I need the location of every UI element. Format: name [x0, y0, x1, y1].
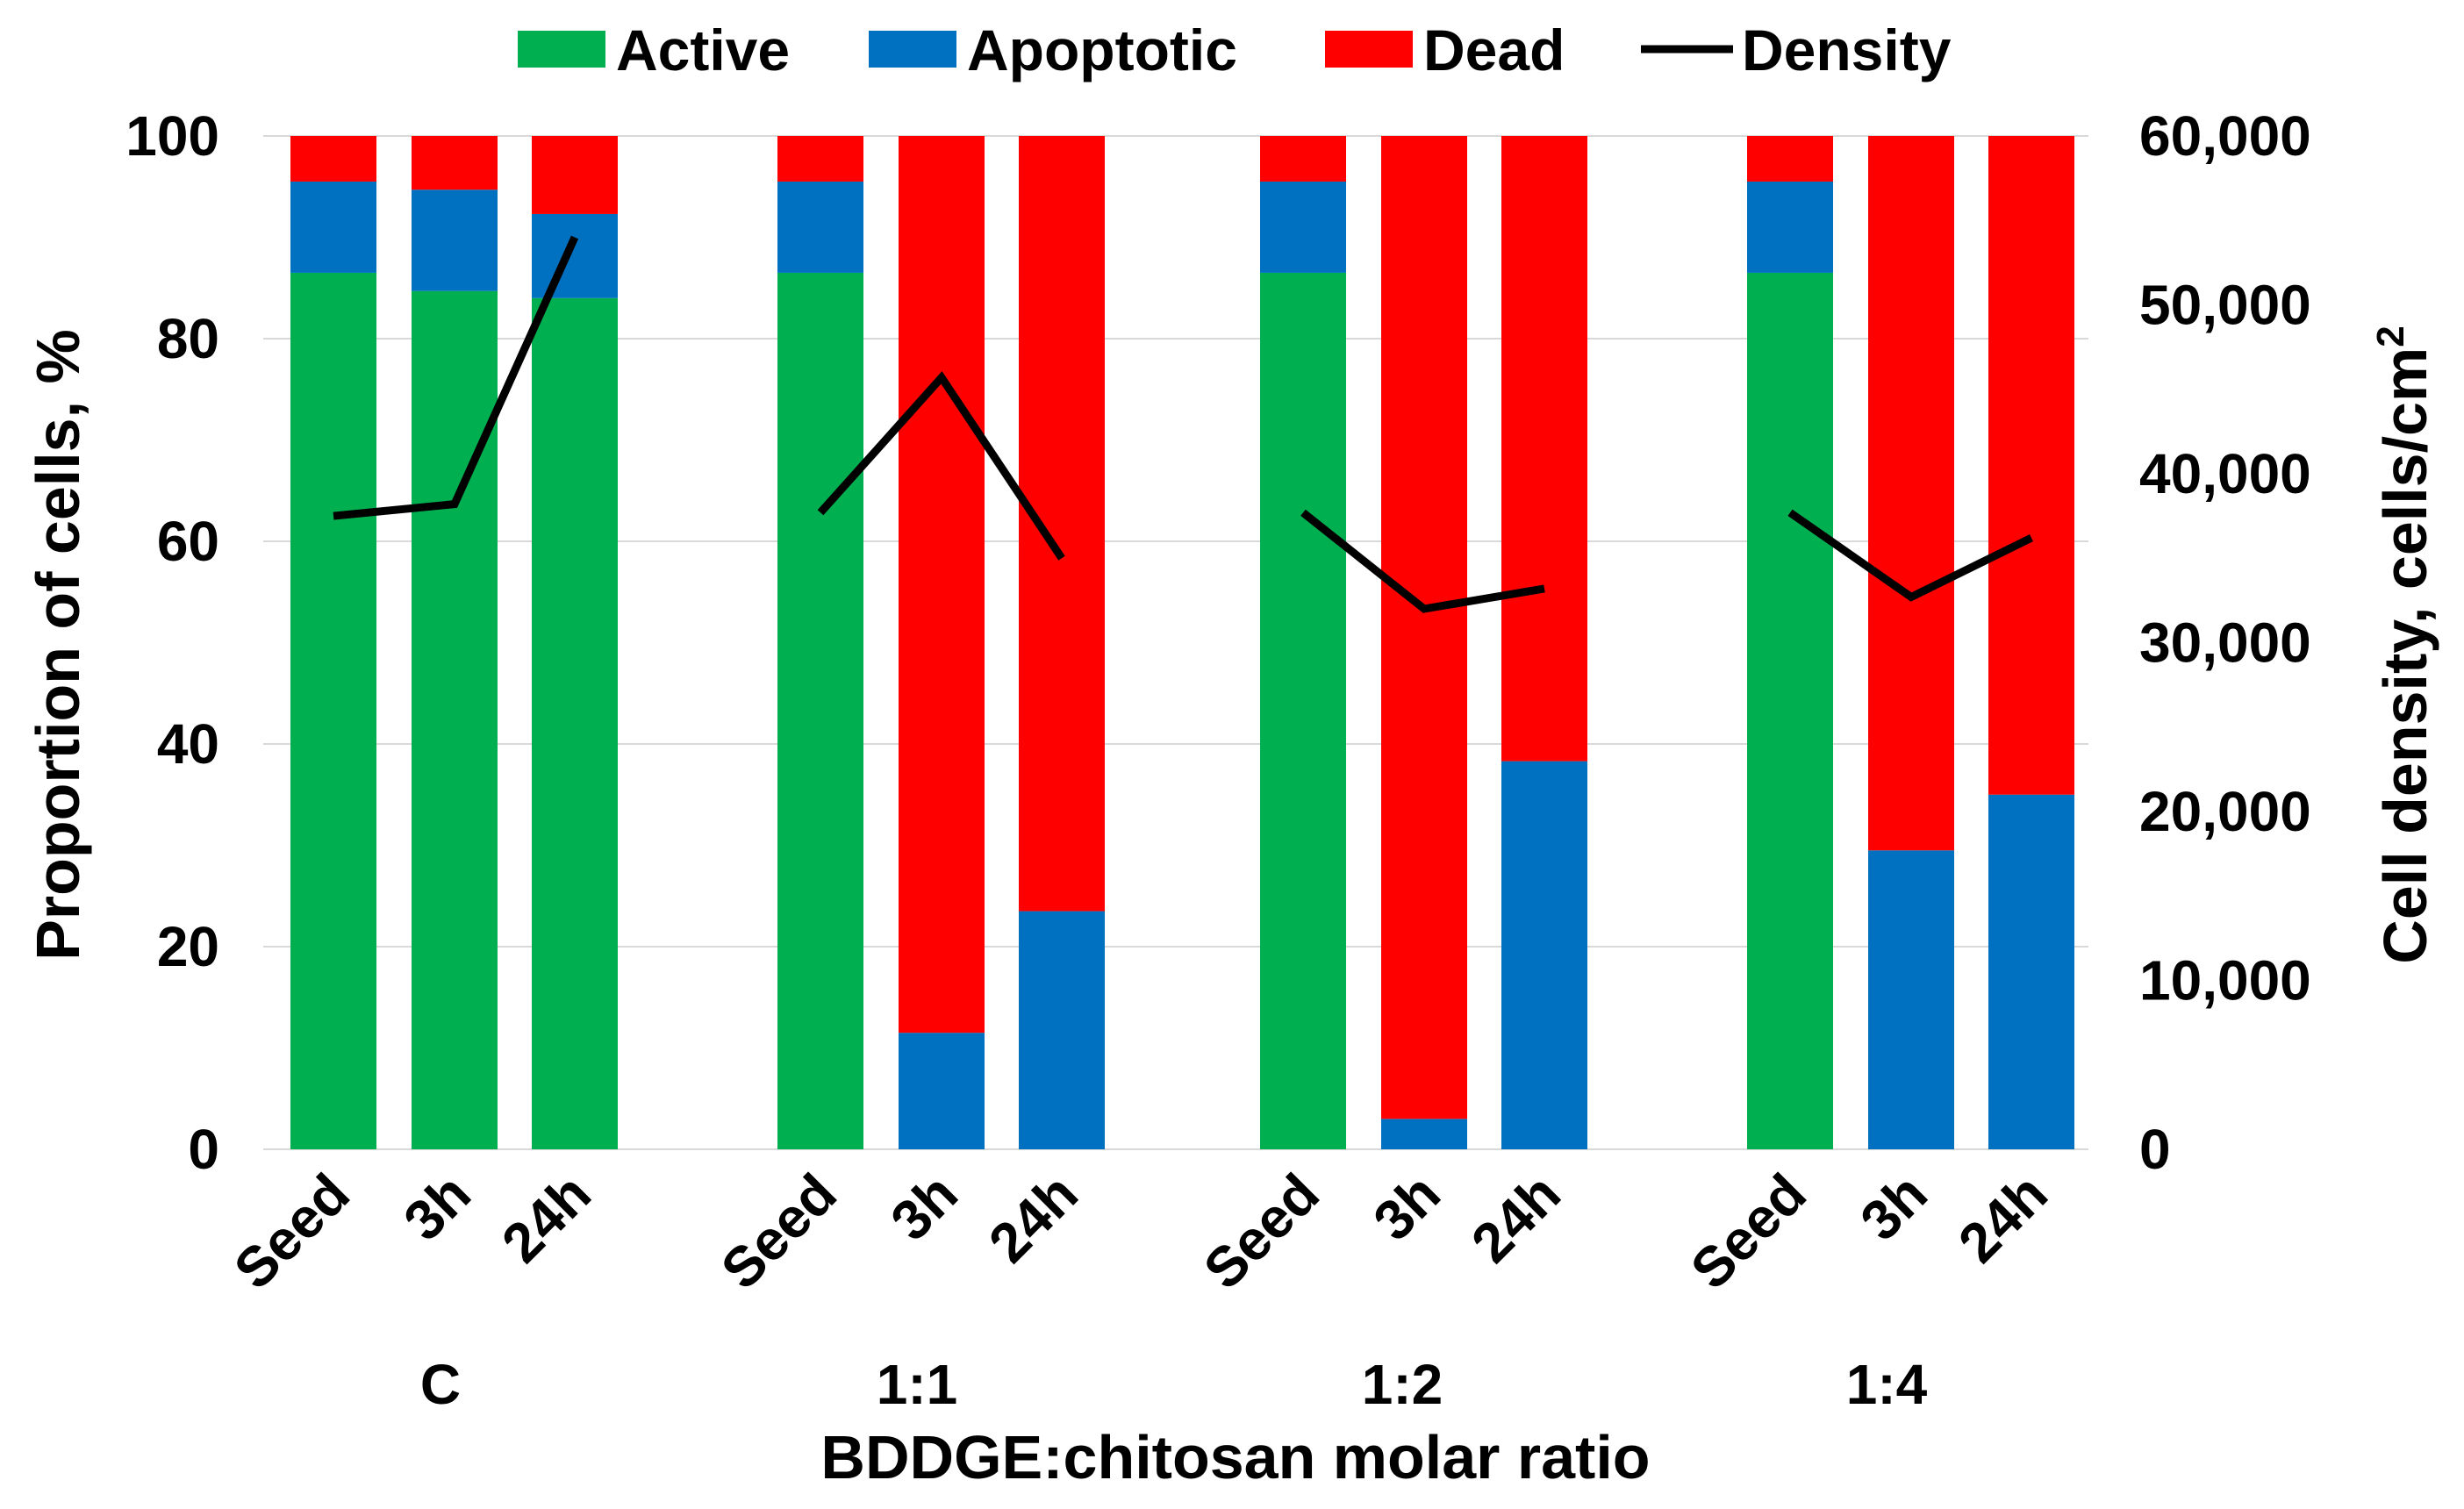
bar-segment-apoptotic [777, 181, 863, 273]
legend-label-density: Density [1742, 18, 1952, 82]
category-label: Seed [222, 1162, 362, 1301]
left-axis-ticks: 0 20 40 60 80 100 [125, 104, 219, 1181]
density-line-segment [1300, 509, 1545, 613]
category-label: 24h [977, 1162, 1090, 1275]
bar-segment-apoptotic [1868, 850, 1954, 1149]
bar-segment-apoptotic [1019, 911, 1105, 1149]
legend-label-active: Active [616, 18, 790, 82]
legend-label-apoptotic: Apoptotic [967, 18, 1237, 82]
y-tick-label: 0 [188, 1118, 219, 1181]
bar-segment-dead [1501, 136, 1587, 762]
y-tick-label: 60 [157, 510, 219, 573]
category-labels: Seed 3h 24h Seed 3h 24h Seed 3h 24h Seed 3h 24h [222, 1162, 2059, 1301]
group-label: C [420, 1353, 461, 1416]
legend: Active Apoptotic Dead Density [518, 18, 1952, 82]
y2-tick-label: 0 [2139, 1118, 2171, 1181]
bar-segment-dead [777, 136, 863, 182]
category-label: 24h [490, 1162, 603, 1275]
category-label: Seed [1679, 1162, 1818, 1301]
category-label: Seed [709, 1162, 849, 1301]
bar-segment-active [290, 272, 376, 1149]
bar-segment-dead [1381, 136, 1467, 1119]
legend-swatch-dead [1325, 31, 1413, 68]
y2-tick-label: 60,000 [2139, 104, 2311, 168]
y2-axis-title: Cell density, cells/cm2 [2369, 325, 2439, 963]
density-line-segment [333, 235, 579, 520]
y2-tick-label: 20,000 [2139, 780, 2311, 843]
category-label: Seed [1192, 1162, 1331, 1301]
bar-segment-apoptotic [1260, 181, 1346, 273]
category-label: 24h [1459, 1162, 1572, 1275]
bar-segment-dead [1868, 136, 1954, 851]
category-label: 24h [1946, 1162, 2059, 1275]
y-axis-title: Proportion of cells, % [24, 329, 92, 961]
bar-segment-apoptotic [412, 190, 498, 291]
bar-segment-dead [532, 136, 618, 214]
bar-segment-active [412, 290, 498, 1150]
density-line-segment [1787, 509, 2033, 602]
bar-segment-apoptotic [532, 213, 618, 298]
group-label: 1:2 [1362, 1353, 1443, 1416]
bar-segment-active [1747, 272, 1833, 1149]
legend-label-dead: Dead [1423, 18, 1565, 82]
category-label: 3h [1361, 1162, 1452, 1253]
bar-segment-dead [1019, 136, 1105, 912]
density-line-layer [333, 235, 2033, 613]
bar-segment-active [777, 272, 863, 1149]
group-label: 1:4 [1846, 1353, 1928, 1416]
y2-axis-title-superscript: 2 [2369, 325, 2412, 347]
group-label: 1:1 [877, 1353, 958, 1416]
y-tick-label: 40 [157, 712, 219, 776]
y-tick-label: 100 [125, 104, 219, 168]
bar-segment-apoptotic [1381, 1119, 1467, 1149]
y2-tick-label: 40,000 [2139, 442, 2311, 505]
category-label: 3h [391, 1162, 483, 1253]
legend-swatch-apoptotic [869, 31, 956, 68]
category-label: 3h [878, 1162, 970, 1253]
bar-segment-apoptotic [290, 181, 376, 273]
legend-swatch-active [518, 31, 605, 68]
bar-segment-dead [1260, 136, 1346, 182]
y2-tick-label: 30,000 [2139, 611, 2311, 675]
bar-segment-dead [1988, 136, 2074, 795]
bar-segment-dead [290, 136, 376, 182]
bar-segment-apoptotic [1501, 761, 1587, 1149]
group-labels: C 1:1 1:2 1:4 [420, 1353, 1928, 1416]
bar-segment-dead [1747, 136, 1833, 182]
y2-tick-label: 50,000 [2139, 274, 2311, 337]
bar-segment-dead [899, 136, 985, 1033]
bar-segment-dead [412, 136, 498, 190]
bar-segment-active [532, 297, 618, 1149]
category-label: 3h [1848, 1162, 1939, 1253]
y-tick-label: 80 [157, 307, 219, 370]
density-line-segment [817, 370, 1065, 561]
bar-segment-apoptotic [1988, 794, 2074, 1149]
bar-segment-apoptotic [899, 1033, 985, 1149]
bar-segment-active [1260, 272, 1346, 1149]
y2-tick-label: 10,000 [2139, 949, 2311, 1012]
stacked-bars [290, 136, 2074, 1150]
bar-segment-apoptotic [1747, 181, 1833, 273]
right-axis-ticks: 0 10,000 20,000 30,000 40,000 50,000 60,000 [2139, 104, 2311, 1181]
y-tick-label: 20 [157, 915, 219, 978]
x-axis-title: BDDGE:chitosan molar ratio [820, 1423, 1650, 1491]
